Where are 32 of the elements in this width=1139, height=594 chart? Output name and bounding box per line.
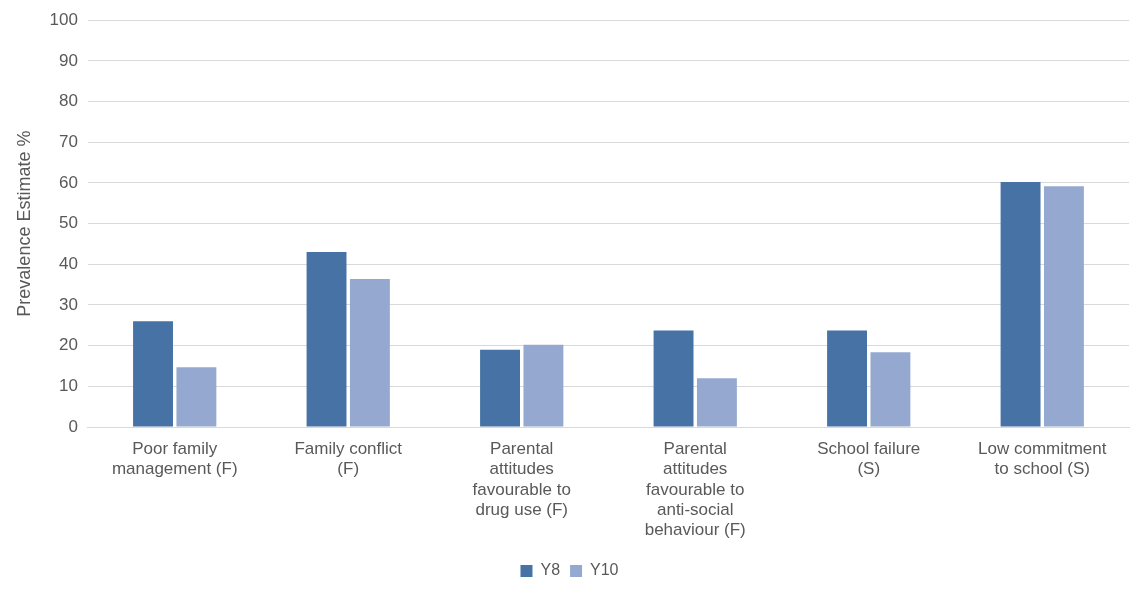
y-tick-label: 0: [68, 416, 78, 436]
y-tick-label: 90: [59, 50, 78, 70]
y-tick-label: 30: [59, 294, 78, 314]
y-tick-label: 20: [59, 335, 78, 355]
bar: [1043, 186, 1084, 427]
y-tick-label: 60: [59, 172, 78, 192]
y-tick-label: 100: [49, 9, 78, 29]
legend-label: Y10: [590, 561, 619, 579]
y-tick-label: 70: [59, 131, 78, 151]
y-tick-label: 40: [59, 253, 78, 273]
x-tick-label: Parental attitudes favourable to drug use (F): [472, 438, 571, 520]
bar: [349, 278, 390, 427]
y-tick-label: 50: [59, 213, 78, 233]
y-tick-label: 10: [59, 376, 78, 396]
bar: [133, 321, 173, 427]
legend-label: Y8: [540, 561, 561, 579]
bar: [480, 349, 520, 427]
bar: [1000, 182, 1041, 427]
bar: [176, 367, 217, 427]
bar: [653, 330, 694, 427]
y-axis-title: Prevalence Estimate %: [13, 130, 34, 317]
y-tick-label: 80: [59, 91, 78, 111]
bar: [870, 352, 911, 427]
bar: [306, 252, 347, 427]
bar: [827, 330, 868, 427]
x-tick-label: Low commitment to school (S): [978, 438, 1107, 479]
x-tick-label: Parental attitudes favourable to anti-social behaviour (F): [644, 438, 746, 540]
bar: [523, 344, 564, 427]
x-tick-label: Family conflict (F): [294, 438, 403, 479]
x-tick-label: Poor family management (F): [111, 438, 238, 479]
x-tick-label: School failure (S): [817, 438, 921, 479]
bar: [696, 378, 737, 427]
